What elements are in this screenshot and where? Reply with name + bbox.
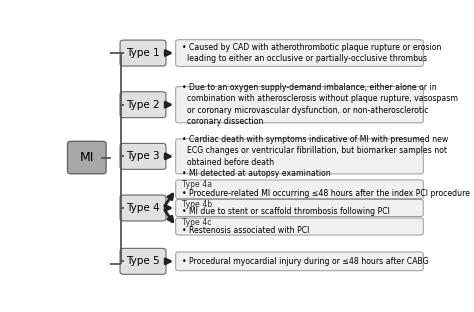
FancyBboxPatch shape: [176, 180, 423, 199]
FancyBboxPatch shape: [176, 218, 423, 235]
Text: • Due to an oxygen supply-demand imbalance, either alone or in
  combination wit: • Due to an oxygen supply-demand imbalan…: [182, 83, 457, 126]
Text: • Caused by CAD with atherothrombotic plaque rupture or erosion
  leading to eit: • Caused by CAD with atherothrombotic pl…: [182, 43, 441, 63]
Text: Type 4c: Type 4c: [182, 218, 211, 227]
FancyBboxPatch shape: [120, 248, 166, 274]
Text: Type 2: Type 2: [126, 100, 160, 110]
Text: Type 4: Type 4: [126, 203, 160, 213]
Text: • MI due to stent or scaffold thrombosis following PCI: • MI due to stent or scaffold thrombosis…: [182, 207, 390, 216]
FancyBboxPatch shape: [176, 199, 423, 217]
FancyBboxPatch shape: [176, 252, 423, 271]
FancyBboxPatch shape: [67, 141, 106, 174]
FancyBboxPatch shape: [120, 92, 166, 118]
FancyBboxPatch shape: [176, 86, 423, 123]
Text: • Procedure-related MI occurring ≤48 hours after the index PCI procedure: • Procedure-related MI occurring ≤48 hou…: [182, 189, 470, 198]
Text: • Procedural myocardial injury during or ≤48 hours after CABG: • Procedural myocardial injury during or…: [182, 257, 428, 266]
FancyBboxPatch shape: [120, 40, 166, 66]
Text: Type 3: Type 3: [126, 151, 160, 161]
Text: Type 4a: Type 4a: [182, 180, 212, 189]
Text: Type 1: Type 1: [126, 48, 160, 58]
FancyBboxPatch shape: [176, 40, 423, 66]
Text: • Cardiac death with symptoms indicative of MI with presumed new
  ECG changes o: • Cardiac death with symptoms indicative…: [182, 135, 448, 178]
Text: • Restenosis associated with PCI: • Restenosis associated with PCI: [182, 226, 309, 235]
FancyBboxPatch shape: [176, 139, 423, 174]
Text: MI: MI: [80, 151, 94, 164]
Text: Type 5: Type 5: [126, 256, 160, 266]
FancyBboxPatch shape: [120, 144, 166, 169]
Text: Type 4b: Type 4b: [182, 200, 212, 209]
FancyBboxPatch shape: [120, 195, 166, 221]
